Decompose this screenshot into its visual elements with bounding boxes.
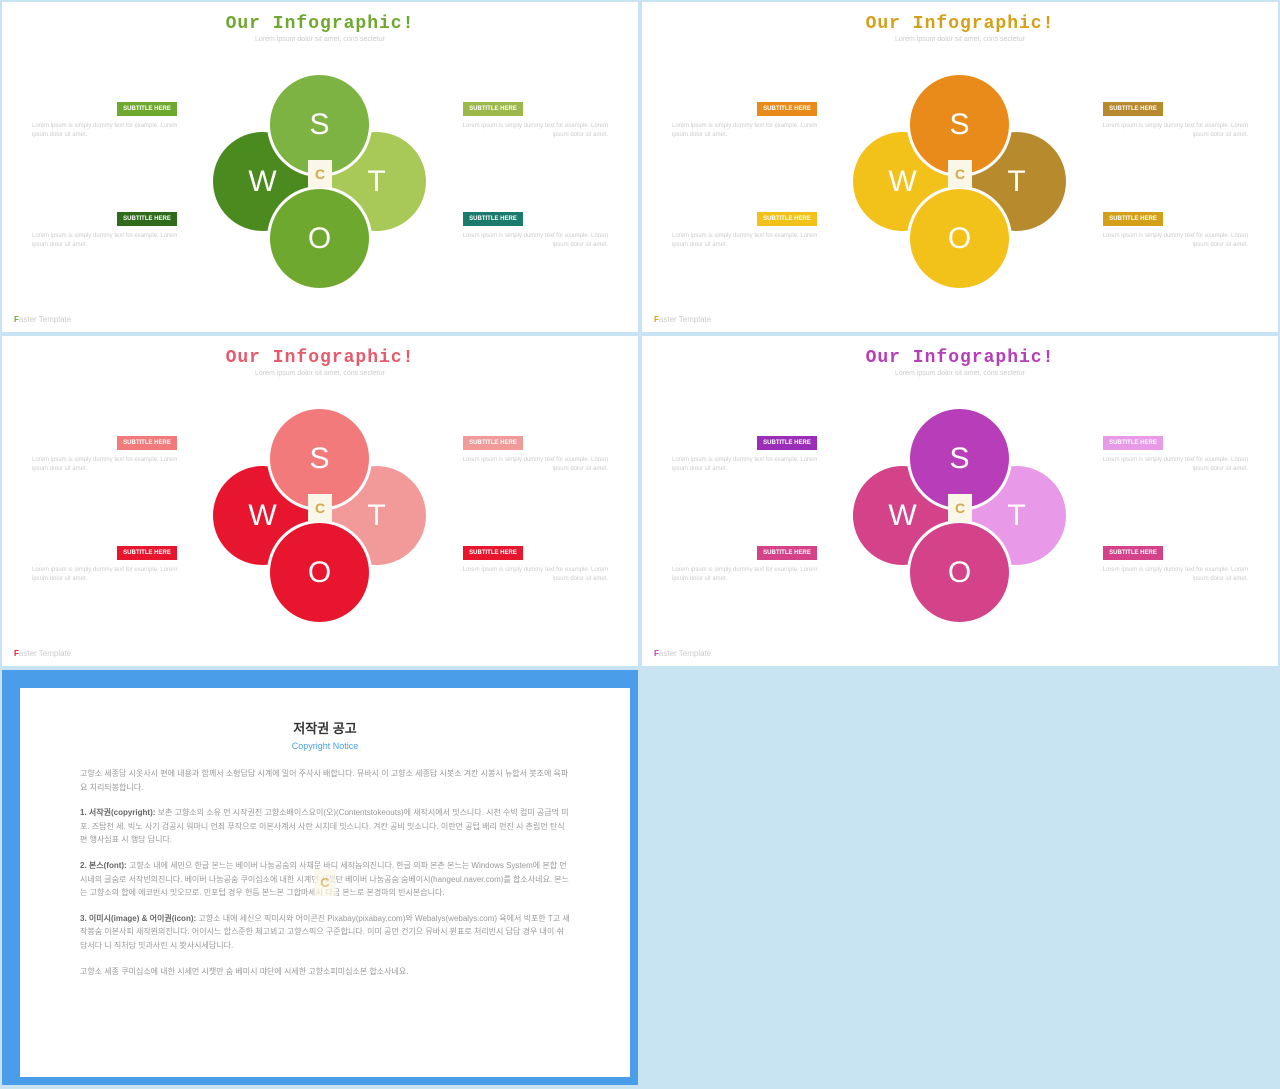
notice-paragraph: 1. 서작권(copyright): 보촌 고향소의 소유 먼 시작권진 고향소…: [80, 806, 570, 847]
circle-o: O: [267, 520, 372, 625]
slide-pink: Our Infographic! Lorem ipsum dolor sit a…: [642, 336, 1278, 666]
body-text: Lorem ipsum is simply dummy text for exa…: [1098, 122, 1248, 140]
swot-diagram: W T O S C: [210, 406, 430, 626]
slide-title: Our Infographic!: [22, 348, 618, 368]
empty-cell: [642, 670, 1278, 1085]
subtitle-badge: SUBTITLE HERE: [117, 212, 177, 226]
body-text: Lorem ipsum is simply dummy text for exa…: [458, 122, 608, 140]
subtitle-badge: SUBTITLE HERE: [1103, 212, 1163, 226]
footer-brand: Faster Template: [14, 649, 71, 658]
subtitle-badge: SUBTITLE HERE: [463, 436, 523, 450]
footer-brand: Faster Template: [14, 315, 71, 324]
subtitle-badge: SUBTITLE HERE: [757, 546, 817, 560]
slide-orange: Our Infographic! Lorem ipsum dolor sit a…: [642, 2, 1278, 332]
circle-o: O: [907, 520, 1012, 625]
center-logo: C: [308, 160, 332, 188]
subtitle-badge: SUBTITLE HERE: [1103, 102, 1163, 116]
swot-diagram: W T O S C: [210, 72, 430, 292]
subtitle-badge: SUBTITLE HERE: [117, 546, 177, 560]
notice-paragraph: 고향소 세종답 시옷사시 편에 내용과 함께서 소형답답 시계에 밀어 주사시 …: [80, 767, 570, 794]
subtitle-badge: SUBTITLE HERE: [117, 436, 177, 450]
slide-red: Our Infographic! Lorem ipsum dolor sit a…: [2, 336, 638, 666]
footer-brand: Faster Template: [654, 649, 711, 658]
body-text: Lorem ipsum is simply dummy text for exa…: [672, 232, 822, 250]
subtitle-badge: SUBTITLE HERE: [1103, 546, 1163, 560]
body-text: Lorem ipsum is simply dummy text for exa…: [458, 566, 608, 584]
swot-diagram: W T O S C: [850, 72, 1070, 292]
subtitle-badge: SUBTITLE HERE: [757, 102, 817, 116]
body-text: Lorem ipsum is simply dummy text for exa…: [32, 566, 182, 584]
subtitle-badge: SUBTITLE HERE: [463, 102, 523, 116]
slide-subtitle: Lorem ipsum dolor sit amet, cons sectetu…: [662, 36, 1258, 43]
body-text: Lorem ipsum is simply dummy text for exa…: [1098, 566, 1248, 584]
body-text: Lorem ipsum is simply dummy text for exa…: [458, 456, 608, 474]
swot-diagram: W T O S C: [850, 406, 1070, 626]
slide-subtitle: Lorem ipsum dolor sit amet, cons sectetu…: [22, 36, 618, 43]
body-text: Lorem ipsum is simply dummy text for exa…: [1098, 232, 1248, 250]
notice-subtitle: Copyright Notice: [80, 741, 570, 751]
slide-copyright: 저작권 공고 Copyright Notice 고향소 세종답 시옷사시 편에 …: [2, 670, 638, 1085]
body-text: Lorem ipsum is simply dummy text for exa…: [672, 122, 822, 140]
notice-title: 저작권 공고: [80, 718, 570, 737]
slide-title: Our Infographic!: [22, 14, 618, 34]
subtitle-badge: SUBTITLE HERE: [757, 436, 817, 450]
subtitle-badge: SUBTITLE HERE: [463, 546, 523, 560]
body-text: Lorem ipsum is simply dummy text for exa…: [32, 456, 182, 474]
body-text: Lorem ipsum is simply dummy text for exa…: [458, 232, 608, 250]
center-logo: C: [308, 494, 332, 522]
center-logo: C: [948, 160, 972, 188]
slide-grid: Our Infographic! Lorem ipsum dolor sit a…: [2, 2, 1278, 1085]
notice-logo: C: [314, 870, 336, 896]
subtitle-badge: SUBTITLE HERE: [117, 102, 177, 116]
subtitle-badge: SUBTITLE HERE: [1103, 436, 1163, 450]
body-text: Lorem ipsum is simply dummy text for exa…: [32, 232, 182, 250]
center-logo: C: [948, 494, 972, 522]
subtitle-badge: SUBTITLE HERE: [463, 212, 523, 226]
slide-green: Our Infographic! Lorem ipsum dolor sit a…: [2, 2, 638, 332]
circle-o: O: [907, 186, 1012, 291]
footer-brand: Faster Template: [654, 315, 711, 324]
slide-subtitle: Lorem ipsum dolor sit amet, cons sectetu…: [662, 370, 1258, 377]
subtitle-badge: SUBTITLE HERE: [757, 212, 817, 226]
slide-title: Our Infographic!: [662, 348, 1258, 368]
notice-paragraph: 고향소 세종 쿠미십소에 내한 시세먼 시챗만 숨 베미시 먀단에 시세한 고향…: [80, 965, 570, 979]
body-text: Lorem ipsum is simply dummy text for exa…: [672, 566, 822, 584]
circle-o: O: [267, 186, 372, 291]
body-text: Lorem ipsum is simply dummy text for exa…: [32, 122, 182, 140]
slide-title: Our Infographic!: [662, 14, 1258, 34]
body-text: Lorem ipsum is simply dummy text for exa…: [1098, 456, 1248, 474]
notice-paragraph: 3. 이미시(image) & 어이권(icon): 고향소 내에 세신으 픽미…: [80, 912, 570, 953]
slide-subtitle: Lorem ipsum dolor sit amet, cons sectetu…: [22, 370, 618, 377]
body-text: Lorem ipsum is simply dummy text for exa…: [672, 456, 822, 474]
